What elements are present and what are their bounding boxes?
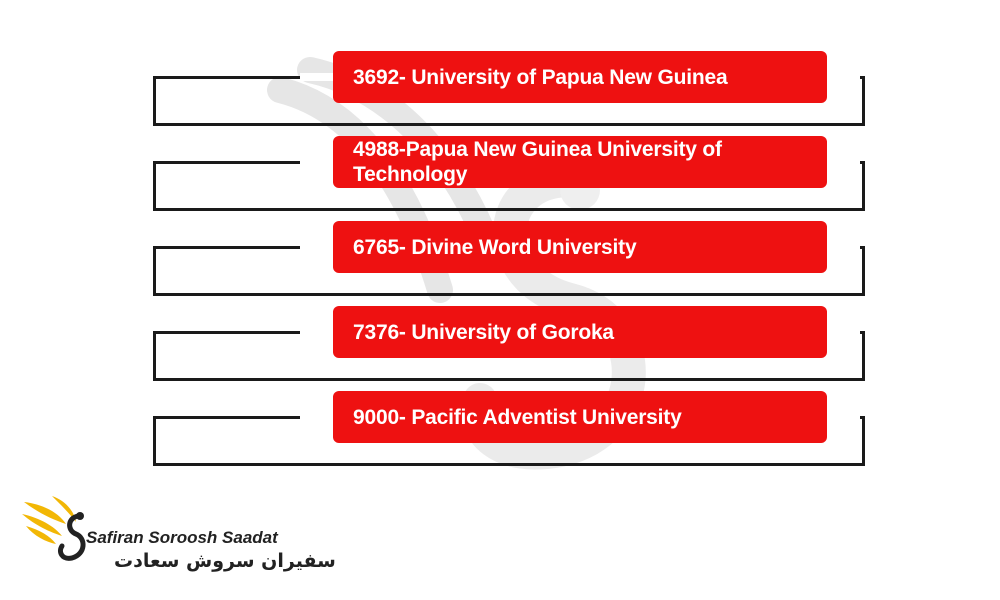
university-label: 4988-Papua New Guinea University of Tech…	[353, 138, 722, 186]
university-box: 9000- Pacific Adventist University	[333, 391, 827, 443]
bird-wing-icon	[22, 496, 86, 561]
list-item: 6765- Divine Word University	[0, 221, 1000, 301]
logo-name-en: Safiran Soroosh Saadat	[86, 528, 278, 547]
university-label: 6765- Divine Word University	[353, 235, 637, 259]
list-item: 4988-Papua New Guinea University of Tech…	[0, 136, 1000, 216]
university-label: 7376- University of Goroka	[353, 320, 614, 344]
university-box: 7376- University of Goroka	[333, 306, 827, 358]
university-label: 9000- Pacific Adventist University	[353, 405, 682, 429]
list-item: 7376- University of Goroka	[0, 306, 1000, 386]
list-item: 9000- Pacific Adventist University	[0, 391, 1000, 471]
company-logo: Safiran Soroosh Saadat سفیران سروش سعادت	[22, 494, 336, 584]
university-box: 3692- University of Papua New Guinea	[333, 51, 827, 103]
university-box: 6765- Divine Word University	[333, 221, 827, 273]
logo-name-fa: سفیران سروش سعادت	[114, 550, 336, 572]
university-label: 3692- University of Papua New Guinea	[353, 65, 728, 89]
university-box: 4988-Papua New Guinea University of Tech…	[333, 136, 827, 188]
list-item: 3692- University of Papua New Guinea	[0, 51, 1000, 131]
